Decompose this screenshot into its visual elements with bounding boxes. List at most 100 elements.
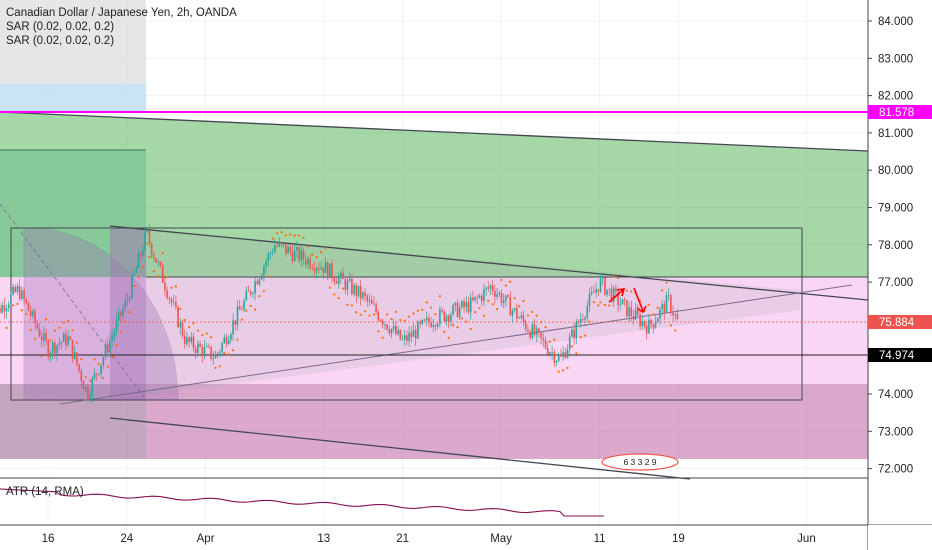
sar-dot <box>337 297 340 300</box>
candle-body <box>84 387 87 390</box>
candle-body <box>540 331 542 339</box>
candle-body <box>139 253 142 256</box>
candle-body <box>69 336 72 340</box>
candle-body <box>252 293 254 295</box>
candle-body <box>159 261 162 266</box>
triangle-upper-line[interactable] <box>109 225 869 301</box>
candle-body <box>628 307 630 317</box>
chart-legend: Canadian Dollar / Japanese Yen, 2h, OAND… <box>6 6 237 48</box>
sar-dot <box>5 326 8 329</box>
sar-dot <box>137 276 140 279</box>
candle-body <box>564 352 567 358</box>
x-tick-label: 19 <box>672 533 685 545</box>
candle-body <box>423 319 426 321</box>
candle-body <box>113 331 116 337</box>
candle-body <box>626 300 628 317</box>
sar-dot <box>289 233 292 236</box>
candle-body <box>216 353 219 355</box>
sar-dot <box>245 309 248 312</box>
candle-body <box>445 315 448 322</box>
candle-body <box>109 340 111 353</box>
candle-body <box>461 301 463 308</box>
sar-dot <box>469 327 472 331</box>
candle-body <box>531 324 534 338</box>
candle-body <box>148 230 151 244</box>
candle-body <box>38 328 41 337</box>
sar-dot <box>236 338 239 341</box>
candle-body <box>274 245 276 253</box>
atr-indicator-label[interactable]: ATR (14, RMA) <box>6 486 84 498</box>
candle-body <box>373 303 375 305</box>
candle-body <box>498 292 501 295</box>
sar-dot <box>89 379 92 382</box>
candle-body <box>502 300 505 303</box>
candle-body <box>241 309 243 311</box>
sar-dot <box>58 326 61 329</box>
sar-dot <box>157 275 160 278</box>
sar-dot <box>196 329 199 332</box>
sar-dot <box>201 333 204 337</box>
candle-body <box>144 231 146 251</box>
sar-dot <box>152 270 155 273</box>
candle-body <box>315 268 318 272</box>
sar-dot <box>315 255 318 259</box>
candle-body <box>60 342 63 344</box>
sar-dot <box>174 285 177 288</box>
candle-body <box>496 294 498 297</box>
candle-body <box>538 328 540 332</box>
channel-lower-line[interactable] <box>109 417 691 480</box>
candle-body <box>362 292 364 299</box>
candle-body <box>56 345 58 354</box>
down-arrow-annotation[interactable] <box>633 287 647 314</box>
candle-body <box>25 299 28 303</box>
price-label-magenta: 81.578 <box>868 105 932 119</box>
candle-body <box>170 298 173 303</box>
triangle-lower-line[interactable] <box>59 284 853 405</box>
candle-body <box>304 259 307 265</box>
candle-body <box>586 305 589 318</box>
sar-dot <box>188 326 191 329</box>
candle-body <box>491 285 494 291</box>
candle-body <box>197 343 199 354</box>
candle-body <box>555 360 558 363</box>
candle-body <box>608 288 611 290</box>
sar-dot <box>333 293 336 296</box>
candle-body <box>597 289 600 292</box>
candle-body <box>243 300 245 310</box>
candle-body <box>399 329 402 340</box>
up-arrow-annotation[interactable] <box>608 288 626 303</box>
sar-indicator-2[interactable]: SAR (0.02, 0.02, 0.2) <box>6 35 115 47</box>
candle-body <box>78 364 80 371</box>
candle-body <box>386 324 388 330</box>
sar-dot <box>67 319 70 322</box>
candle-body <box>469 297 472 313</box>
sar-dot <box>53 329 57 332</box>
sar-dot <box>111 355 114 358</box>
candle-body <box>282 244 285 245</box>
sar-dot <box>161 251 164 255</box>
y-tick-label: 77.000 <box>878 277 913 289</box>
candle-body <box>208 346 210 347</box>
candle-body <box>428 317 430 323</box>
candle-body <box>408 332 410 341</box>
sar-dot <box>29 328 32 332</box>
candle-body <box>313 268 316 272</box>
candle-body <box>630 307 633 317</box>
candle-body <box>126 299 129 301</box>
sar-indicator-1[interactable]: SAR (0.02, 0.02, 0.2) <box>6 21 115 33</box>
symbol-title[interactable]: Canadian Dollar / Japanese Yen, 2h, OAND… <box>6 7 237 19</box>
channel-upper-line[interactable] <box>0 111 869 152</box>
range-box[interactable] <box>10 227 803 401</box>
event-markers[interactable]: 6 3 3 2 9 <box>601 453 679 471</box>
y-tick-label: 73.000 <box>878 426 913 438</box>
candle-body <box>571 329 573 337</box>
sar-dot <box>133 284 136 288</box>
candle-body <box>256 281 259 285</box>
sar-dot <box>62 321 65 324</box>
sar-dot <box>223 351 226 355</box>
purple-vertical-zone <box>110 228 146 400</box>
event-markers-text: 6 3 3 2 9 <box>623 457 656 467</box>
candle-body <box>452 305 454 315</box>
price-scale[interactable] <box>868 0 932 550</box>
